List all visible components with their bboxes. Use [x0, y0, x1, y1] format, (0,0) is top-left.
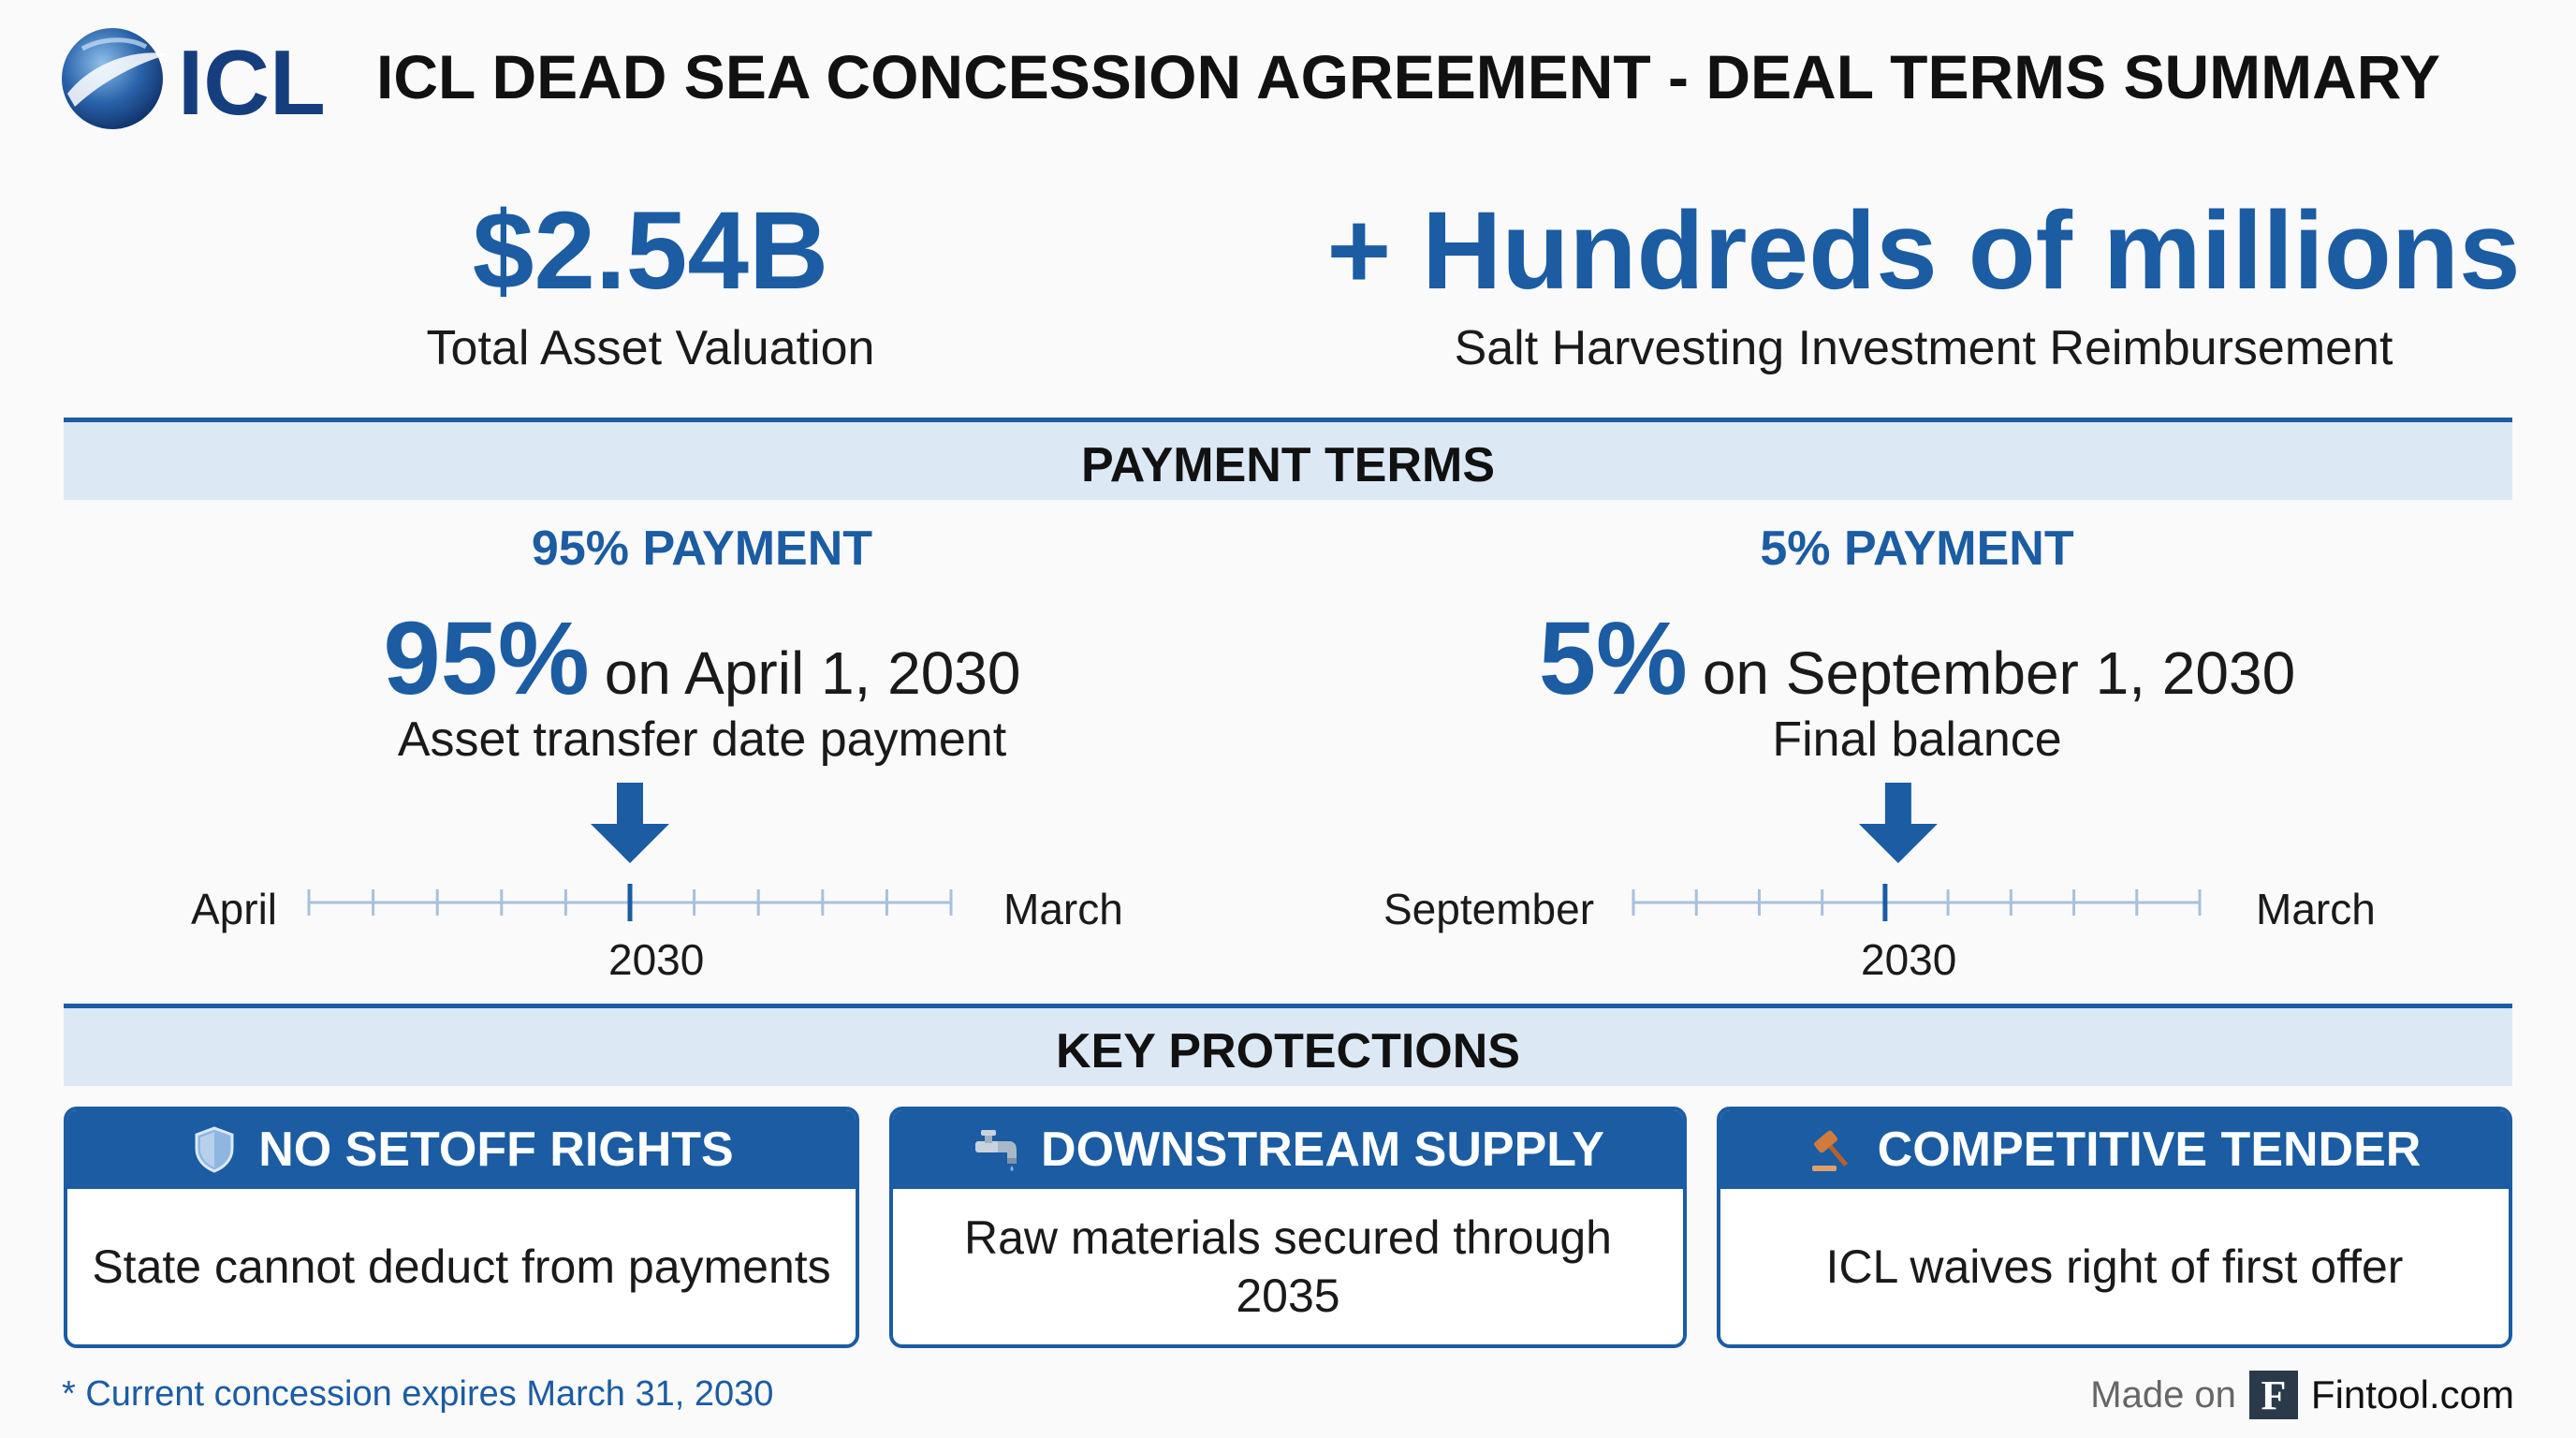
- timeline-left-svg: [307, 783, 953, 921]
- icl-logo: ICL: [58, 21, 329, 134]
- payment-5-description: Final balance: [1772, 712, 2062, 767]
- payment-95-description: Asset transfer date payment: [397, 712, 1007, 767]
- protection-card-header: NO SETOFF RIGHTS: [67, 1110, 856, 1189]
- timeline-right-svg: [1632, 783, 2202, 921]
- total-valuation-label: Total Asset Valuation: [426, 321, 875, 375]
- concession-footnote: * Current concession expires March 31, 2…: [62, 1374, 774, 1414]
- fintool-logo-icon: F: [2248, 1371, 2298, 1419]
- timeline-right-start-label: September: [1383, 885, 1595, 933]
- timeline-right-end-label: March: [2256, 885, 2376, 933]
- shield-icon: [195, 1126, 234, 1173]
- globe-icon: ICL: [62, 28, 326, 134]
- made-on-label: Made on: [2090, 1373, 2236, 1416]
- payment-5-heading: 5% PAYMENT: [1760, 521, 2074, 576]
- payment-5-date: on September 1, 2030: [1702, 639, 2296, 707]
- payment-95-column: 95% PAYMENT 95% on April 1, 2030 Asset tr…: [191, 521, 1198, 989]
- down-arrow-icon: [1858, 783, 1938, 863]
- payment-95-percent: 95%: [383, 601, 590, 716]
- reimbursement-value: + Hundreds of millions: [1326, 189, 2521, 313]
- payment-5-column: 5% PAYMENT 5% on September 1, 2030 Final …: [1383, 521, 2441, 989]
- protection-card-header: DOWNSTREAM SUPPLY: [893, 1110, 1683, 1189]
- timeline-left-year-label: 2030: [608, 935, 705, 984]
- payment-95-line: 95% on April 1, 2030: [206, 599, 1198, 718]
- protection-card-downstream: DOWNSTREAM SUPPLY Raw materials secured …: [889, 1107, 1687, 1348]
- payment-5-line: 5% on September 1, 2030: [1393, 599, 2441, 718]
- key-protections-title: KEY PROTECTIONS: [1055, 1024, 1520, 1078]
- protection-card-title: COMPETITIVE TENDER: [1877, 1123, 2422, 1177]
- key-protections-band: KEY PROTECTIONS: [64, 1004, 2512, 1086]
- protection-card-header: COMPETITIVE TENDER: [1720, 1110, 2509, 1189]
- payment-95-date: on April 1, 2030: [604, 639, 1021, 707]
- protection-card-no-setoff: NO SETOFF RIGHTS State cannot deduct fro…: [64, 1107, 859, 1348]
- payment-95-heading: 95% PAYMENT: [531, 521, 873, 576]
- logo-text: ICL: [178, 31, 326, 133]
- timeline-right-year-label: 2030: [1861, 935, 1957, 984]
- timeline-right: September March 2030: [1383, 783, 2441, 984]
- payment-terms-title: PAYMENT TERMS: [1080, 438, 1496, 492]
- down-arrow-icon: [591, 783, 669, 863]
- protection-card-tender: COMPETITIVE TENDER ICL waives right of f…: [1717, 1107, 2512, 1348]
- payment-terms-band: PAYMENT TERMS: [64, 418, 2512, 500]
- protection-card-body: State cannot deduct from payments: [92, 1240, 831, 1293]
- total-valuation-value: $2.54B: [472, 189, 829, 313]
- protection-card-title: DOWNSTREAM SUPPLY: [1041, 1123, 1604, 1177]
- timeline-left-start-label: April: [191, 885, 278, 933]
- faucet-icon: [975, 1130, 1017, 1171]
- gavel-icon: [1811, 1130, 1848, 1171]
- fintool-site-link[interactable]: Fintool.com: [2310, 1372, 2514, 1416]
- protection-card-body: Raw materials secured through 2035: [964, 1211, 1612, 1322]
- protection-card-title: NO SETOFF RIGHTS: [258, 1123, 734, 1177]
- protection-card-body: ICL waives right of first offer: [1825, 1240, 2404, 1293]
- reimbursement-label: Salt Harvesting Investment Reimbursement: [1454, 321, 2393, 375]
- payment-5-percent: 5%: [1538, 601, 1688, 716]
- page-title: ICL DEAD SEA CONCESSION AGREEMENT - DEAL…: [376, 42, 2441, 111]
- timeline-left: April March 2030: [191, 783, 1198, 984]
- made-on-fintool-badge[interactable]: Made on F Fintool.com: [2090, 1367, 2514, 1423]
- timeline-left-end-label: March: [1003, 885, 1123, 933]
